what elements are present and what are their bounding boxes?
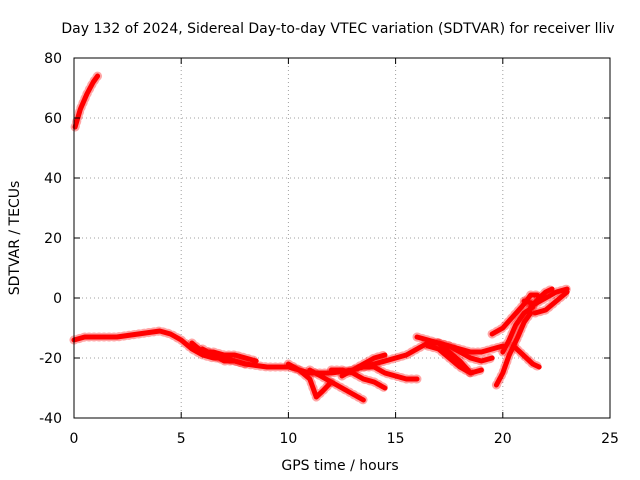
series-scatter-early-rise (70, 71, 103, 132)
series-line-late-6 (532, 289, 570, 316)
series-line-early-rise (72, 73, 101, 130)
series-line-rise-14 (339, 352, 388, 379)
series-line-track-b (189, 340, 259, 364)
series-line-dip-c (328, 367, 388, 391)
y-tick-label: 20 (44, 231, 62, 247)
x-tick-label: 10 (279, 431, 297, 447)
series-scatter-hump-18c (434, 338, 497, 366)
series-scatter-track-c (198, 344, 250, 369)
x-tick-label: 20 (494, 431, 512, 447)
chart-title: Day 132 of 2024, Sidereal Day-to-day VTE… (61, 21, 614, 37)
x-tick-label: 0 (70, 431, 79, 447)
series-line-late-7 (528, 286, 555, 310)
series-line-late-1 (489, 292, 540, 337)
series-scatter-branch-15 (358, 362, 422, 384)
x-tick-label: 5 (177, 431, 186, 447)
series-line-dip-a (285, 361, 334, 400)
series-line-dip-b (307, 367, 366, 403)
series-scatter-hump-18b (423, 341, 486, 378)
series-scatter-late-7 (526, 284, 557, 312)
grid-lines (74, 58, 610, 418)
x-axis-label: GPS time / hours (281, 458, 398, 474)
data-series (69, 71, 572, 405)
series-line-late-3 (500, 304, 536, 355)
x-tick-label: 15 (387, 431, 405, 447)
y-tick-label: 40 (44, 171, 62, 187)
y-tick-label: -40 (39, 411, 62, 427)
y-tick-label: 0 (53, 291, 62, 307)
series-scatter-late-4 (509, 341, 544, 372)
series-scatter-dip-a (283, 359, 336, 402)
series-line-branch-15 (360, 364, 420, 382)
x-tick-label: 25 (601, 431, 619, 447)
series-line-hump-18b (425, 343, 484, 376)
series-scatter-dip-b (305, 365, 368, 405)
series-scatter-late-1 (487, 290, 542, 339)
series-scatter-dip-c (326, 365, 390, 393)
series-line-track-c (200, 346, 248, 367)
series-scatter-hump-18 (412, 332, 476, 378)
series-scatter-rise-14 (337, 350, 390, 381)
series-line-late-4 (511, 343, 542, 370)
series-line-hump-18c (436, 340, 495, 364)
series-scatter-track-b (187, 338, 261, 366)
y-axis-label: SDTVAR / TECUs (7, 181, 23, 296)
series-line-hump-18 (414, 334, 474, 376)
y-tick-label: 60 (44, 111, 62, 127)
series-scatter-late-6 (530, 287, 572, 318)
axis-ticks: 0 5 10 15 20 25 -40 -20 0 20 40 60 80 (39, 51, 619, 447)
y-tick-label: 80 (44, 51, 62, 67)
y-tick-label: -20 (39, 351, 62, 367)
series-scatter-late-3 (498, 302, 538, 357)
